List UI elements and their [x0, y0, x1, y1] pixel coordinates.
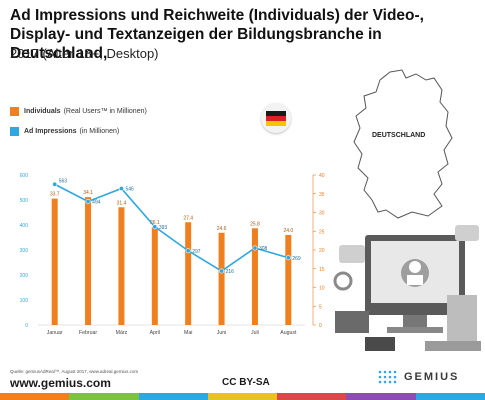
bar-data-label: 33.7 — [50, 192, 60, 198]
footer-color-segment — [138, 393, 208, 400]
right-axis-tick-label: 5 — [319, 304, 322, 310]
gemius-logo: GEMIUS — [378, 370, 459, 384]
x-axis-category-label: Mai — [184, 330, 192, 336]
footer-color-bar — [0, 393, 485, 400]
bar-individuals — [51, 198, 58, 325]
line-point — [118, 185, 124, 191]
bar-data-label: 25.8 — [250, 221, 260, 227]
x-axis-category-label: Januar — [47, 330, 63, 336]
legend-label-individuals: Individuals — [24, 107, 61, 115]
legend-label-impressions: Ad Impressions — [24, 127, 77, 135]
legend-item-impressions: Ad Impressions (in Millionen) — [10, 124, 147, 138]
footer-color-segment — [69, 393, 139, 400]
bar-individuals — [85, 197, 92, 325]
right-axis-tick-label: 15 — [319, 267, 325, 273]
right-axis-tick-label: 40 — [319, 173, 325, 179]
bar-data-label: 26.1 — [150, 220, 160, 226]
line-data-label: 546 — [125, 187, 134, 193]
left-axis-tick-label: 400 — [20, 223, 29, 229]
x-axis-category-label: August — [280, 330, 297, 336]
right-axis-tick-label: 20 — [319, 248, 325, 254]
line-point — [52, 181, 58, 187]
education-illustration — [333, 225, 481, 351]
bar-individuals — [218, 232, 225, 325]
x-axis-category-label: April — [150, 330, 160, 336]
line-data-label: 393 — [159, 225, 168, 231]
footer-url-link[interactable]: www.gemius.com — [10, 376, 111, 390]
legend-swatch-impressions — [10, 126, 19, 136]
line-point — [152, 224, 158, 230]
legend-note-individuals: (Real Users™ in Millionen) — [63, 107, 147, 115]
legend-note-impressions: (in Millionen) — [79, 127, 120, 135]
left-axis-tick-label: 100 — [20, 298, 29, 304]
bar-data-label: 31.4 — [117, 200, 127, 206]
right-axis-tick-label: 35 — [319, 192, 325, 198]
footer-color-segment — [415, 393, 485, 400]
gemius-dots-icon — [378, 370, 397, 384]
germany-map-icon — [353, 69, 453, 219]
bar-data-label: 24.0 — [283, 228, 293, 234]
footer-color-segment — [207, 393, 278, 400]
german-flag-icon — [261, 103, 291, 133]
chart-title: Ad Impressions und Reichweite (Individua… — [10, 7, 424, 62]
right-axis-tick-label: 10 — [319, 286, 325, 292]
left-axis-tick-label: 300 — [20, 248, 29, 254]
legend-swatch-individuals — [10, 106, 19, 116]
line-data-label: 297 — [192, 249, 201, 255]
bar-data-label: 27.4 — [183, 215, 193, 221]
line-point — [85, 198, 91, 204]
left-axis-tick-label: 500 — [20, 198, 29, 204]
line-data-label: 216 — [226, 269, 235, 275]
map-label: DEUTSCHLAND — [372, 132, 426, 139]
line-point — [219, 268, 225, 274]
bar-data-label: 34.1 — [83, 190, 93, 196]
line-data-label: 308 — [259, 246, 268, 252]
x-axis-category-label: Juni — [217, 330, 227, 336]
chart-subtitle: 2017 (Alter 18+, Desktop) — [10, 46, 159, 61]
right-axis-tick-label: 25 — [319, 229, 325, 235]
license-label: CC BY-SA — [222, 377, 270, 388]
combo-chart: 0 100 200 300 400 500 600 0 5 10 15 20 25 30 35 40 33.7 3… — [20, 173, 325, 336]
left-axis-tick-label: 600 — [20, 173, 29, 179]
x-axis-category-label: Juli — [251, 330, 259, 336]
bar-individuals — [118, 207, 125, 325]
footer-color-segment — [346, 393, 416, 400]
right-axis-tick-label: 0 — [319, 323, 322, 329]
bar-individuals — [285, 235, 292, 325]
right-axis-tick-label: 30 — [319, 211, 325, 217]
footer-color-segment — [277, 393, 347, 400]
line-ad-impressions — [54, 183, 289, 272]
bar-individuals — [251, 228, 258, 325]
bar-individuals — [151, 227, 158, 325]
line-point — [185, 248, 191, 254]
x-axis-category-label: März — [116, 330, 128, 336]
source-note: Quelle: gemiusAdReal™, August 2017, www.… — [10, 369, 139, 374]
line-data-label: 494 — [92, 200, 101, 206]
brand-name: GEMIUS — [404, 371, 460, 383]
footer-color-segment — [0, 393, 70, 400]
legend: Individuals (Real Users™ in Millionen) A… — [10, 104, 147, 144]
line-data-label: 563 — [59, 178, 68, 184]
left-axis-tick-label: 200 — [20, 273, 29, 279]
legend-item-individuals: Individuals (Real Users™ in Millionen) — [10, 104, 147, 118]
bar-data-label: 24.6 — [217, 226, 227, 232]
left-axis-tick-label: 0 — [25, 323, 28, 329]
bar-individuals — [185, 222, 192, 325]
line-point — [252, 245, 258, 251]
line-point — [285, 255, 291, 261]
x-axis-category-label: Februar — [79, 330, 97, 336]
line-data-label: 269 — [292, 256, 301, 262]
